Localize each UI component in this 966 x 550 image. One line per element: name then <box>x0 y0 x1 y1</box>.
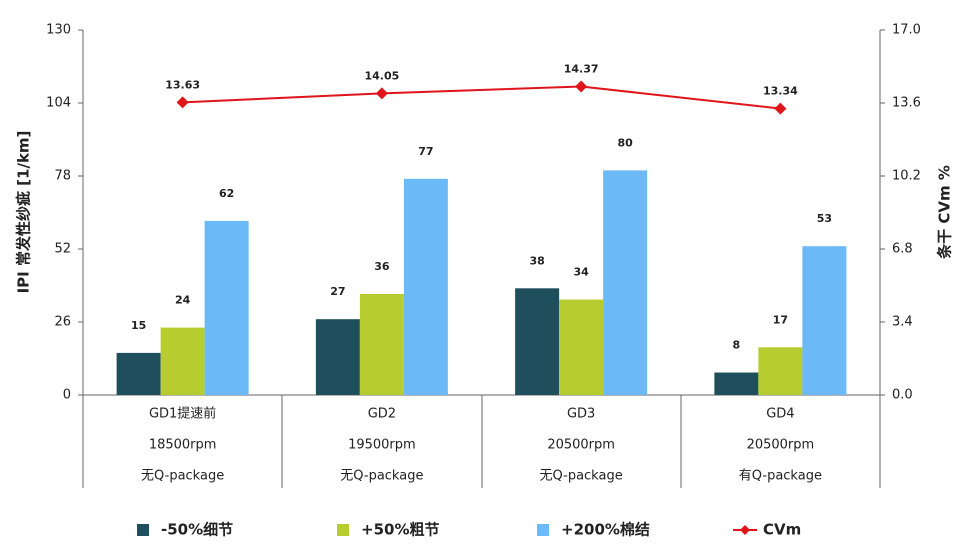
y-tick-label: 104 <box>46 96 71 111</box>
legend-swatch <box>137 524 149 536</box>
bar <box>403 178 448 395</box>
value-label: 17 <box>773 313 788 326</box>
legend-swatch <box>740 525 750 535</box>
bar <box>359 293 404 395</box>
y-tick-label: 52 <box>54 242 71 257</box>
x-tick-label: 无Q-package <box>340 469 423 484</box>
x-tick-label: 20500rpm <box>547 438 615 453</box>
bar <box>603 170 648 395</box>
bar <box>315 319 360 395</box>
y2-tick-label: 3.4 <box>892 315 913 330</box>
value-label: 15 <box>131 319 146 332</box>
value-label: 34 <box>573 266 589 279</box>
y2-axis-label: 条干 CVm % <box>936 165 954 260</box>
value-label: 27 <box>330 285 345 298</box>
y-tick-label: 0 <box>63 388 71 403</box>
y-tick-label: 130 <box>46 23 71 38</box>
value-label: 38 <box>529 254 544 267</box>
value-label: 53 <box>817 212 832 225</box>
value-label: 36 <box>374 260 390 273</box>
x-tick-label: GD2 <box>368 407 396 422</box>
x-tick-label: 无Q-package <box>540 469 623 484</box>
x-tick-label: 20500rpm <box>747 438 815 453</box>
x-tick-label: GD1提速前 <box>149 406 216 422</box>
value-label: 14.05 <box>364 69 399 82</box>
bar <box>559 299 604 395</box>
y2-tick-label: 13.6 <box>892 96 921 111</box>
y-tick-label: 26 <box>54 315 71 330</box>
y2-tick-label: 6.8 <box>892 242 913 257</box>
legend-swatch <box>337 524 349 536</box>
bar <box>714 372 759 395</box>
x-tick-label: 18500rpm <box>149 438 217 453</box>
bar <box>515 288 560 395</box>
line-marker <box>176 96 189 109</box>
value-label: 13.63 <box>165 78 200 91</box>
value-label: 13.34 <box>763 85 798 98</box>
y-axis-label: IPI 常发性纱疵 [1/km] <box>15 131 33 294</box>
x-tick-label: 19500rpm <box>348 438 416 453</box>
x-tick-label: GD4 <box>766 407 794 422</box>
bar <box>160 327 205 395</box>
legend-label: CVm <box>763 521 801 539</box>
legend-label: +200%棉结 <box>561 521 650 539</box>
y-tick-label: 78 <box>54 169 71 184</box>
legend-label: -50%细节 <box>161 521 233 539</box>
bar <box>758 347 803 395</box>
x-tick-label: GD3 <box>567 407 595 422</box>
value-label: 77 <box>418 145 433 158</box>
legend-swatch <box>537 524 549 536</box>
line <box>182 85 781 110</box>
y2-tick-label: 10.2 <box>892 169 921 184</box>
value-label: 80 <box>617 136 633 149</box>
legend-label: +50%粗节 <box>361 521 439 539</box>
value-label: 14.37 <box>564 62 599 75</box>
bar <box>116 352 161 395</box>
value-label: 24 <box>175 294 191 307</box>
line-marker <box>575 80 588 93</box>
y2-tick-label: 17.0 <box>892 23 921 38</box>
x-tick-label: 无Q-package <box>141 469 224 484</box>
line-marker <box>375 87 388 100</box>
bar <box>204 220 249 395</box>
y2-tick-label: 0.0 <box>892 388 913 403</box>
value-label: 8 <box>733 339 741 352</box>
x-tick-label: 有Q-package <box>739 469 822 484</box>
value-label: 62 <box>219 187 234 200</box>
line-marker <box>774 102 787 115</box>
bar <box>802 246 847 395</box>
